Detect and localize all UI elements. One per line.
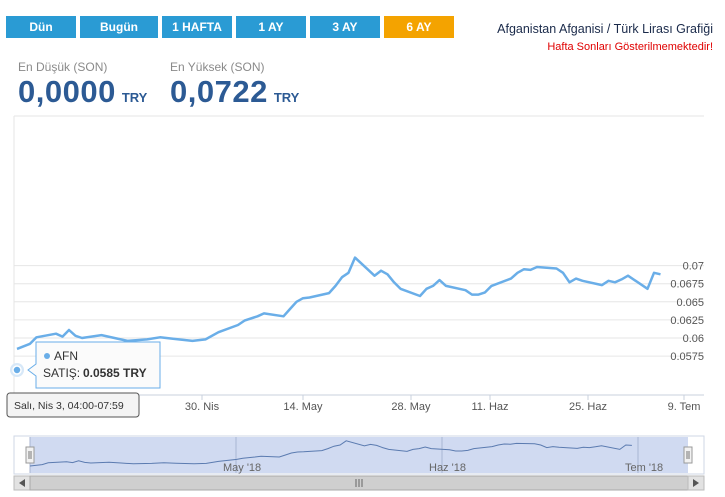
scrollbar-grip-icon <box>355 479 363 487</box>
navigator-right-handle[interactable] <box>683 446 693 464</box>
range-button-3[interactable]: 1 AY <box>236 16 306 38</box>
low-currency: TRY <box>121 90 148 105</box>
scroll-left-button[interactable] <box>13 475 31 491</box>
low-stat: En Düşük (SON) 0,0000 TRY <box>18 60 147 110</box>
range-button-5[interactable]: 6 AY <box>384 16 454 38</box>
navigator-left-handle[interactable] <box>25 446 35 464</box>
x-tick-label: 30. Nis <box>185 401 220 413</box>
series-line-afn <box>16 256 661 351</box>
y-tick-label: 0.06 <box>683 333 704 345</box>
y-tick-label: 0.07 <box>683 261 704 273</box>
x-tick-label: 9. Tem <box>668 401 701 413</box>
y-tick-label: 0.065 <box>676 297 704 309</box>
y-tick-label: 0.0575 <box>670 351 704 363</box>
navigator-selection[interactable] <box>30 437 688 473</box>
tooltip-label: SATIŞ: <box>43 366 80 380</box>
y-tick-label: 0.0675 <box>670 279 704 291</box>
high-value: 0,0722 <box>170 74 268 109</box>
high-label: En Yüksek (SON) <box>170 60 265 74</box>
date-tooltip-text: Salı, Nis 3, 04:00-07:59 <box>14 400 124 412</box>
range-selector: Dün Bugün 1 HAFTA 1 AY 3 AY 6 AY <box>6 16 454 38</box>
weekend-note: Hafta Sonları Gösterilmemektedir! <box>547 41 713 53</box>
x-tick-label: 11. Haz <box>471 401 508 413</box>
high-currency: TRY <box>273 90 300 105</box>
x-tick-label: 25. Haz <box>569 401 607 413</box>
tooltip-box <box>27 341 161 389</box>
date-tooltip-box <box>6 392 140 418</box>
tooltip-series-name: AFN <box>54 349 78 363</box>
range-button-1[interactable]: Bugün <box>80 16 158 38</box>
range-button-4[interactable]: 3 AY <box>310 16 380 38</box>
low-label: En Düşük (SON) <box>18 60 108 74</box>
scroll-right-button[interactable] <box>687 475 705 491</box>
range-button-2[interactable]: 1 HAFTA <box>162 16 232 38</box>
tooltip-series-dot <box>44 353 50 359</box>
tooltip-value: 0.0585 TRY <box>83 366 147 380</box>
navigator-label: May '18 <box>223 462 261 474</box>
x-tick-label: 14. May <box>283 401 323 413</box>
high-stat: En Yüksek (SON) 0,0722 TRY <box>170 60 299 110</box>
navigator-label: Haz '18 <box>429 462 466 474</box>
x-tick-label: 28. May <box>391 401 431 413</box>
low-value: 0,0000 <box>18 74 116 109</box>
range-button-0[interactable]: Dün <box>6 16 76 38</box>
y-tick-label: 0.0625 <box>670 315 704 327</box>
navigator-label: Tem '18 <box>625 462 663 474</box>
navigator-line <box>29 440 632 467</box>
chart-title: Afganistan Afganisi / Türk Lirası Grafiğ… <box>497 22 713 36</box>
hover-marker <box>12 365 22 375</box>
